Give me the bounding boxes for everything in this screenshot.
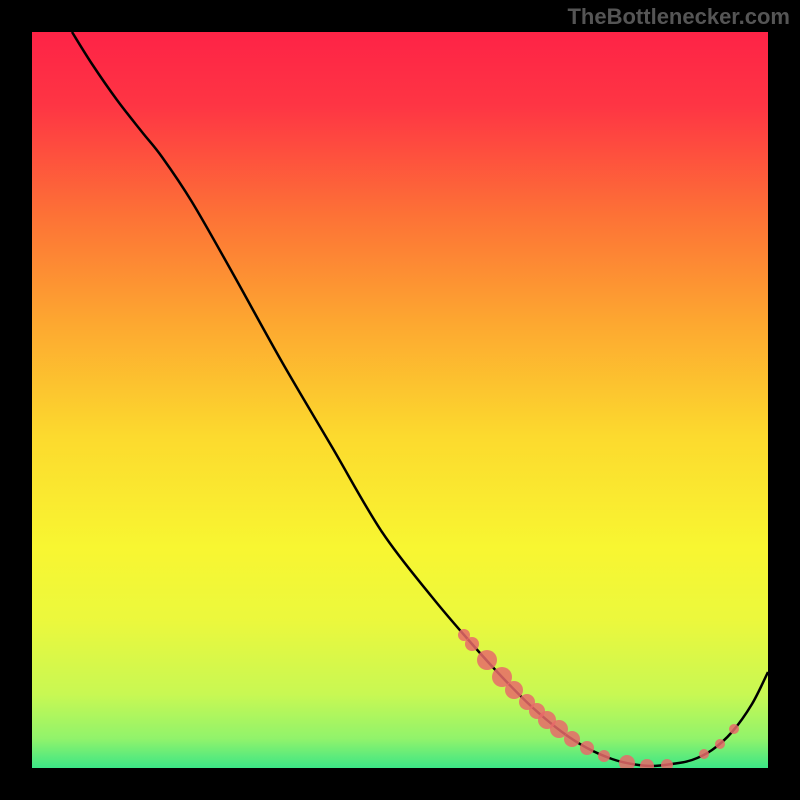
bottleneck-chart (32, 32, 768, 768)
data-marker (564, 731, 580, 747)
data-marker (580, 741, 594, 755)
data-marker (465, 637, 479, 651)
watermark-text: TheBottlenecker.com (567, 4, 790, 30)
data-marker (729, 724, 739, 734)
chart-background (32, 32, 768, 768)
data-marker (699, 749, 709, 759)
data-marker (477, 650, 497, 670)
data-marker (598, 750, 610, 762)
data-marker (505, 681, 523, 699)
chart-container (32, 32, 768, 768)
data-marker (715, 739, 725, 749)
